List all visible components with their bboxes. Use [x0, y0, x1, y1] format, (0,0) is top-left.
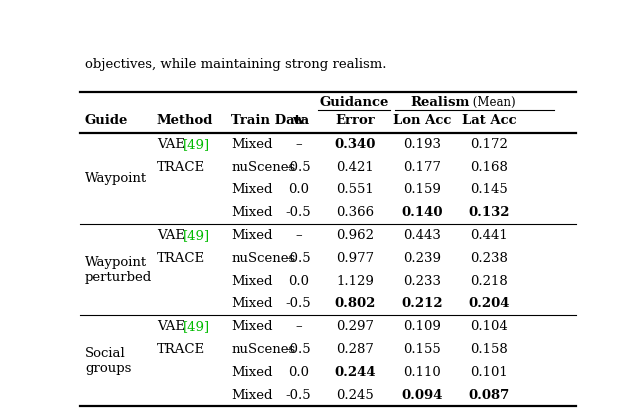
Text: 0.233: 0.233 [403, 274, 441, 288]
Text: 0.145: 0.145 [470, 183, 508, 196]
Text: Realism: Realism [410, 95, 469, 108]
Text: -0.5: -0.5 [285, 206, 311, 219]
Text: -0.5: -0.5 [285, 343, 311, 356]
Text: VAE: VAE [157, 138, 189, 151]
Text: -0.5: -0.5 [285, 161, 311, 173]
Text: Mixed: Mixed [231, 389, 273, 402]
Text: 0.0: 0.0 [288, 366, 308, 379]
Text: 0.101: 0.101 [470, 366, 508, 379]
Text: Waypoint
perturbed: Waypoint perturbed [85, 256, 152, 284]
Text: Lon Acc: Lon Acc [393, 114, 451, 127]
Text: 0.159: 0.159 [403, 183, 441, 196]
Text: 0.094: 0.094 [401, 389, 443, 402]
Text: 0.168: 0.168 [470, 161, 508, 173]
Text: Mixed: Mixed [231, 229, 273, 242]
Text: –: – [295, 229, 301, 242]
Text: 0.0: 0.0 [288, 274, 308, 288]
Text: nuScenes: nuScenes [231, 343, 296, 356]
Text: 0.443: 0.443 [403, 229, 441, 242]
Text: [49]: [49] [183, 320, 211, 333]
Text: TRACE: TRACE [157, 252, 205, 265]
Text: 0.0: 0.0 [288, 183, 308, 196]
Text: 0.297: 0.297 [336, 320, 374, 333]
Text: 0.366: 0.366 [336, 206, 374, 219]
Text: 0.244: 0.244 [335, 366, 376, 379]
Text: –: – [295, 320, 301, 333]
Text: -0.5: -0.5 [285, 297, 311, 310]
Text: 0.155: 0.155 [403, 343, 441, 356]
Text: Mixed: Mixed [231, 320, 273, 333]
Text: 0.239: 0.239 [403, 252, 441, 265]
Text: 0.177: 0.177 [403, 161, 441, 173]
Text: 1.129: 1.129 [337, 274, 374, 288]
Text: -0.5: -0.5 [285, 252, 311, 265]
Text: w: w [292, 114, 304, 127]
Text: 0.340: 0.340 [335, 138, 376, 151]
Text: VAE: VAE [157, 229, 189, 242]
Text: 0.104: 0.104 [470, 320, 508, 333]
Text: [49]: [49] [183, 229, 211, 242]
Text: 0.962: 0.962 [336, 229, 374, 242]
Text: Lat Acc: Lat Acc [462, 114, 516, 127]
Text: 0.802: 0.802 [335, 297, 376, 310]
Text: Mixed: Mixed [231, 297, 273, 310]
Text: 0.218: 0.218 [470, 274, 508, 288]
Text: 0.551: 0.551 [337, 183, 374, 196]
Text: 0.212: 0.212 [401, 297, 443, 310]
Text: nuScenes: nuScenes [231, 252, 296, 265]
Text: Social
groups: Social groups [85, 347, 131, 375]
Text: VAE: VAE [157, 320, 189, 333]
Text: 0.140: 0.140 [401, 206, 443, 219]
Text: -0.5: -0.5 [285, 389, 311, 402]
Text: Mixed: Mixed [231, 274, 273, 288]
Text: 0.441: 0.441 [470, 229, 508, 242]
Text: 0.109: 0.109 [403, 320, 441, 333]
Text: 0.110: 0.110 [403, 366, 441, 379]
Text: Mixed: Mixed [231, 183, 273, 196]
Text: TRACE: TRACE [157, 161, 205, 173]
Text: 0.204: 0.204 [468, 297, 510, 310]
Text: Waypoint: Waypoint [85, 172, 147, 185]
Text: 0.238: 0.238 [470, 252, 508, 265]
Text: 0.087: 0.087 [468, 389, 510, 402]
Text: objectives, while maintaining strong realism.: objectives, while maintaining strong rea… [85, 58, 387, 71]
Text: Mixed: Mixed [231, 366, 273, 379]
Text: 0.172: 0.172 [470, 138, 508, 151]
Text: (Mean): (Mean) [469, 95, 516, 108]
Text: nuScenes: nuScenes [231, 161, 296, 173]
Text: Error: Error [335, 114, 375, 127]
Text: 0.132: 0.132 [468, 206, 510, 219]
Text: Train Data: Train Data [231, 114, 309, 127]
Text: 0.158: 0.158 [470, 343, 508, 356]
Text: 0.245: 0.245 [337, 389, 374, 402]
Text: 0.421: 0.421 [337, 161, 374, 173]
Text: 0.287: 0.287 [337, 343, 374, 356]
Text: –: – [295, 138, 301, 151]
Text: Method: Method [157, 114, 213, 127]
Text: Guidance: Guidance [319, 95, 388, 108]
Text: [49]: [49] [183, 138, 211, 151]
Text: 0.193: 0.193 [403, 138, 441, 151]
Text: Mixed: Mixed [231, 206, 273, 219]
Text: Guide: Guide [85, 114, 129, 127]
Text: TRACE: TRACE [157, 343, 205, 356]
Text: 0.977: 0.977 [336, 252, 374, 265]
Text: Mixed: Mixed [231, 138, 273, 151]
